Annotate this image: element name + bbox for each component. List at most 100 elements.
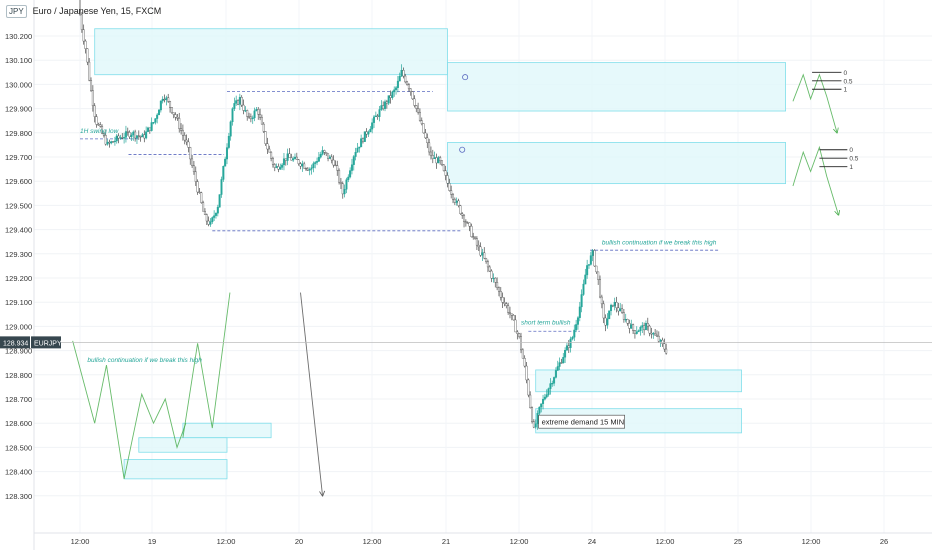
fib-retracement[interactable]: 00.51 <box>812 70 853 94</box>
supply-demand-zone[interactable] <box>94 28 448 76</box>
x-tick-label: 12:00 <box>656 537 675 546</box>
candle-body <box>520 336 523 351</box>
candle-body <box>578 306 581 318</box>
candle-body <box>334 164 337 167</box>
candle-body <box>132 131 135 136</box>
candle-body <box>338 170 341 183</box>
x-tick-label: 12:00 <box>510 537 529 546</box>
candle-body <box>211 217 214 223</box>
candle-body <box>303 163 306 169</box>
candle-body <box>531 407 534 422</box>
candle-body <box>532 421 535 428</box>
fib-label: 1 <box>843 87 847 94</box>
candle-body <box>512 314 515 321</box>
supply-demand-zone[interactable] <box>447 62 787 112</box>
supply-demand-zone[interactable] <box>535 369 742 393</box>
x-tick-label: 12:00 <box>363 537 382 546</box>
supply-demand-zone[interactable] <box>123 459 228 480</box>
projection-path[interactable] <box>72 340 187 479</box>
chart-annotation[interactable]: bullish continuation if we break this hi… <box>87 357 202 364</box>
candle-body <box>356 147 359 153</box>
supply-demand-zone[interactable] <box>182 422 272 439</box>
alert-marker-icon[interactable] <box>459 146 466 153</box>
projection-path[interactable] <box>300 292 323 496</box>
projection-path[interactable] <box>792 73 837 133</box>
candle-body <box>135 135 138 139</box>
candle-body <box>468 222 471 227</box>
candle-body <box>556 366 559 371</box>
callout-box[interactable]: extreme demand 15 MIN <box>538 414 625 429</box>
candle-body <box>497 287 500 292</box>
candle-body <box>178 118 181 129</box>
candle-body <box>536 413 539 425</box>
candle-body <box>277 166 280 170</box>
candle-body <box>453 199 456 203</box>
symbol-badge[interactable]: JPY <box>6 4 27 18</box>
candle-body <box>382 105 385 109</box>
candle-body <box>615 302 618 309</box>
candle-body <box>145 131 148 139</box>
candle-body <box>150 122 153 131</box>
candle-body <box>172 112 175 115</box>
candle-body <box>235 100 238 104</box>
candle-body <box>91 90 94 107</box>
fib-label: 0.5 <box>849 156 858 163</box>
candle-body <box>214 213 217 216</box>
candle-body <box>121 137 124 139</box>
y-axis-bg <box>0 0 34 550</box>
candle-body <box>611 304 614 307</box>
candle-body <box>119 137 122 139</box>
candle-body <box>345 179 348 190</box>
supply-demand-zone[interactable] <box>138 437 228 453</box>
candle-body <box>108 141 111 144</box>
candle-body <box>209 221 212 225</box>
x-tick-label: 25 <box>734 537 742 546</box>
x-axis: 12:00 19 12:00 20 12:00 21 12:00 24 12:00 25 12:00… <box>34 532 932 546</box>
candle-body <box>257 109 260 115</box>
candle-body <box>169 101 172 108</box>
price-tag-layer: 128.934 EURJPY <box>0 336 932 349</box>
candle-body <box>327 153 330 159</box>
candle-body <box>279 167 282 170</box>
candle-body <box>240 97 243 106</box>
candle-body <box>385 101 388 104</box>
candle-body <box>459 205 462 214</box>
candle-body <box>589 255 592 265</box>
alert-marker-icon[interactable] <box>462 74 469 81</box>
candle-body <box>402 70 405 77</box>
candle-body <box>308 169 311 171</box>
fib-retracement[interactable]: 00.51 <box>819 147 859 171</box>
candle-body <box>358 146 361 149</box>
candle-body <box>593 250 596 267</box>
candle-body <box>288 153 291 158</box>
supply-demand-zone[interactable] <box>447 142 787 185</box>
candle-body <box>431 154 434 159</box>
chart-annotation[interactable]: 1H swing low <box>80 128 120 135</box>
chart-annotation[interactable]: short term bullish <box>521 319 571 326</box>
candle-body <box>562 356 565 364</box>
candle-body <box>112 141 115 143</box>
chart-annotation[interactable]: bullish continuation if we break this hi… <box>602 240 717 247</box>
candle-body <box>266 143 269 150</box>
candle-body <box>565 345 568 351</box>
candle-body <box>200 192 203 203</box>
candle-body <box>259 114 262 118</box>
candle-body <box>97 124 100 126</box>
candle-body <box>499 291 502 298</box>
projection-path[interactable] <box>182 292 231 438</box>
candle-body <box>654 333 657 336</box>
candle-body <box>380 105 383 110</box>
projection-path[interactable] <box>792 145 839 215</box>
candle-body <box>450 190 453 195</box>
annotations-layer: 1H swing low bullish continuation if we b… <box>80 128 717 429</box>
y-tick-label: 130.100 <box>5 56 32 65</box>
candle-body <box>582 283 585 295</box>
candle-body <box>115 135 118 142</box>
candle-body <box>576 317 579 325</box>
candle-body <box>218 194 221 208</box>
zones-layer <box>94 28 787 480</box>
candle-body <box>361 138 364 142</box>
candle-body <box>246 110 249 117</box>
candle-body <box>102 133 105 136</box>
